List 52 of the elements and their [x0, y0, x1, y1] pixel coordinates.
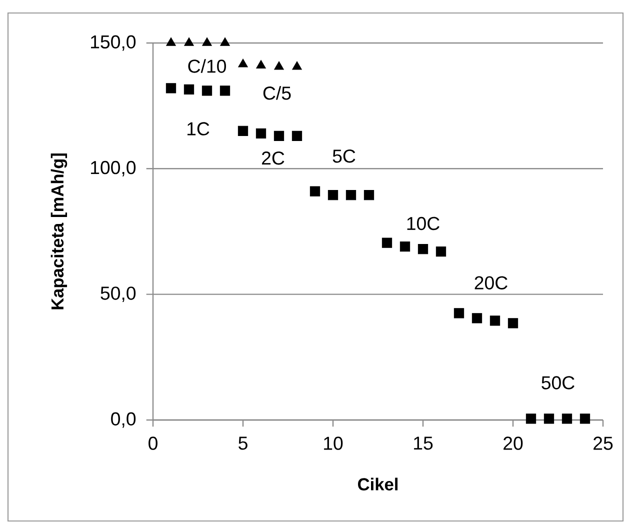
point: [346, 190, 356, 200]
annotation: 50C: [542, 376, 574, 390]
point: [202, 86, 212, 96]
y-tick-label: 0,0: [111, 412, 136, 428]
point: [400, 242, 410, 252]
x-tick-label: 15: [414, 436, 433, 450]
y-axis-title: Kapaciteta [mAh/g]: [50, 154, 68, 310]
x-axis-title: Cikel: [358, 478, 398, 490]
point: [526, 414, 536, 424]
annotation: 5C: [332, 149, 356, 163]
point: [184, 37, 194, 46]
annotation: 20C: [474, 276, 508, 290]
point: [220, 86, 230, 96]
point: [490, 316, 500, 326]
point: [166, 37, 176, 46]
y-tick-label: 150,0: [91, 35, 136, 51]
annotation: 10C: [407, 216, 440, 230]
point: [418, 244, 428, 254]
point: [220, 37, 230, 46]
annotation: 1C: [187, 122, 210, 136]
point: [238, 126, 248, 136]
point: [202, 37, 212, 46]
point: [472, 313, 482, 324]
point: [508, 318, 518, 328]
point: [256, 60, 266, 69]
x-tick-label: 25: [594, 436, 613, 450]
point: [436, 246, 446, 257]
point: [256, 128, 266, 139]
point: [544, 414, 554, 424]
point: [274, 130, 284, 142]
point: [328, 190, 338, 200]
x-tick-label: 5: [238, 436, 248, 450]
point: [454, 308, 464, 318]
point: [292, 130, 302, 142]
x-tick-label: 0: [148, 436, 158, 450]
x-tick-label: 10: [324, 436, 343, 450]
point: [292, 61, 302, 70]
point: [184, 84, 194, 95]
point: [238, 58, 248, 68]
annotation: C/10: [188, 59, 226, 73]
point: [562, 414, 572, 424]
point: [364, 190, 374, 200]
x-tick-label: 20: [504, 436, 523, 450]
point: [310, 186, 320, 196]
point: [382, 238, 392, 248]
y-tick-label: 50,0: [100, 286, 136, 302]
y-tick-label: 100,0: [91, 160, 136, 176]
point: [274, 61, 284, 70]
annotation: C/5: [263, 86, 291, 100]
point: [166, 83, 176, 94]
point: [580, 414, 590, 424]
annotation: 2C: [262, 151, 284, 165]
